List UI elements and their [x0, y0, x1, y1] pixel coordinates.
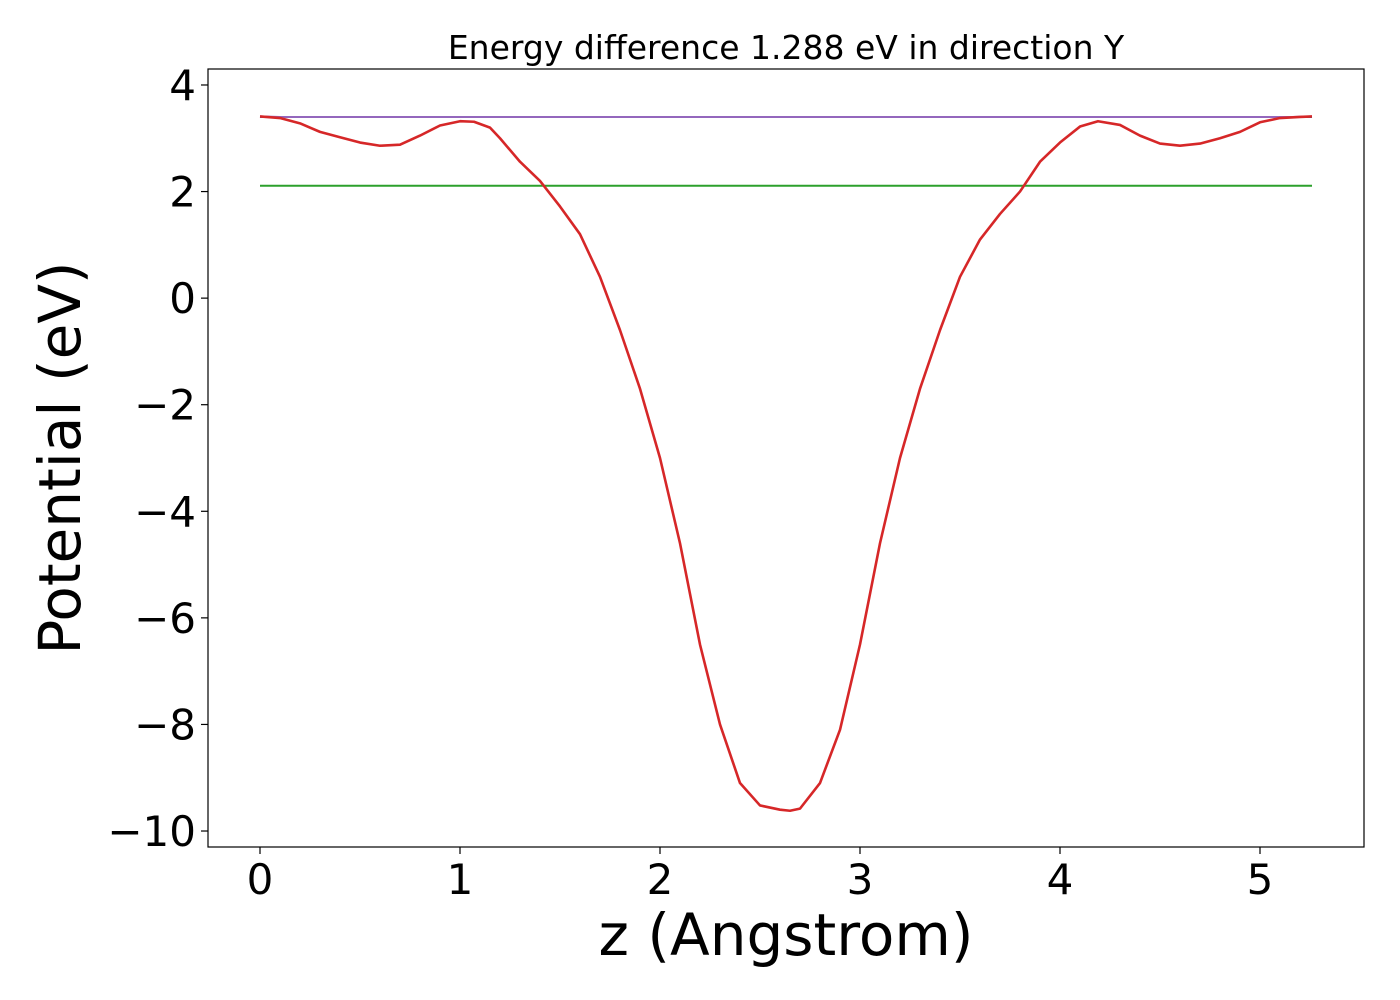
y-tick-label: −6 [134, 594, 196, 643]
series-line-3 [259, 115, 1313, 118]
series-line-4 [259, 115, 1313, 813]
x-tick-label: 3 [847, 855, 874, 904]
chart-title: Energy difference 1.288 eV in direction … [448, 28, 1125, 67]
series-layer [259, 115, 1313, 813]
plot-frame [207, 68, 1365, 848]
x-tick-label: 4 [1047, 855, 1074, 904]
y-tick-label: 4 [169, 61, 196, 110]
x-tick-label: 1 [447, 855, 474, 904]
y-axis: 4 2 0 −2 −4 −6 −8 −10 [107, 61, 208, 856]
y-tick-label: −10 [107, 807, 196, 856]
x-axis: 0 1 2 3 4 5 [247, 847, 1274, 904]
y-tick-label: 0 [169, 274, 196, 323]
x-tick-label: 5 [1247, 855, 1274, 904]
x-tick-label: 0 [247, 855, 274, 904]
y-tick-label: −8 [134, 700, 196, 749]
y-tick-label: −4 [134, 487, 196, 536]
x-axis-label: z (Angstrom) [599, 901, 974, 969]
x-tick-label: 2 [647, 855, 674, 904]
y-tick-label: 2 [169, 168, 196, 217]
y-axis-label: Potential (eV) [26, 261, 94, 654]
y-tick-label: −2 [134, 381, 196, 430]
